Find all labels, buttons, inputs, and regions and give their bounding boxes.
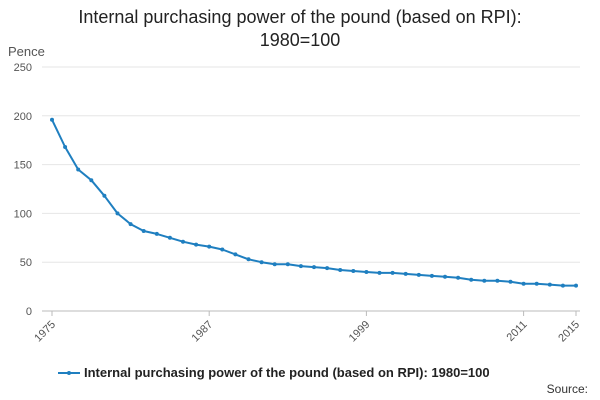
data-point[interactable]: [443, 274, 447, 279]
x-tick-labels: 1975 1987 1999 2011 2015: [32, 311, 582, 344]
data-point[interactable]: [403, 271, 408, 276]
data-point[interactable]: [560, 283, 565, 288]
data-point[interactable]: [272, 262, 277, 267]
legend-label: Internal purchasing power of the pound (…: [84, 365, 490, 380]
y-tick-label: 150: [14, 160, 32, 172]
chart-title-line-2: 1980=100: [259, 30, 341, 50]
y-axis-label: Pence: [8, 44, 45, 59]
x-tick-label: 2015: [556, 319, 582, 345]
data-point[interactable]: [220, 247, 225, 252]
data-point[interactable]: [246, 257, 251, 262]
data-point[interactable]: [154, 231, 159, 236]
x-tick-label: 1975: [32, 319, 58, 345]
data-point[interactable]: [89, 178, 94, 183]
y-tick-labels: 0 50 100 150 200 250: [14, 62, 32, 318]
y-tick-label: 50: [20, 257, 32, 269]
data-point[interactable]: [63, 145, 68, 149]
data-point[interactable]: [115, 211, 120, 216]
data-point[interactable]: [469, 277, 474, 282]
data-point[interactable]: [233, 252, 238, 257]
data-point[interactable]: [259, 260, 264, 265]
source-label: Source:: [546, 382, 588, 396]
data-point[interactable]: [534, 281, 539, 286]
series-group: [50, 117, 578, 288]
data-point[interactable]: [429, 273, 434, 278]
data-point[interactable]: [141, 229, 146, 233]
y-tick-label: 200: [14, 111, 32, 123]
chart-title: Internal purchasing power of the pound (…: [0, 6, 600, 52]
data-point[interactable]: [390, 270, 395, 275]
data-point[interactable]: [128, 222, 133, 227]
data-point[interactable]: [194, 242, 199, 247]
x-tick-label: 2011: [505, 319, 530, 344]
data-point[interactable]: [574, 283, 578, 288]
data-point[interactable]: [207, 244, 212, 249]
y-tick-label: 0: [26, 306, 32, 318]
legend-line-marker-icon: [58, 368, 80, 378]
data-point[interactable]: [521, 281, 526, 286]
series-line: [51, 118, 577, 287]
data-point[interactable]: [364, 270, 369, 274]
data-point[interactable]: [312, 265, 316, 270]
legend[interactable]: Internal purchasing power of the pound (…: [58, 365, 490, 380]
data-point[interactable]: [547, 282, 552, 287]
y-tick-label: 250: [14, 62, 32, 74]
data-point[interactable]: [167, 235, 172, 240]
data-point[interactable]: [285, 262, 290, 267]
data-point[interactable]: [456, 275, 461, 280]
data-point[interactable]: [508, 279, 513, 284]
data-point[interactable]: [102, 193, 107, 198]
x-tick-label: 1987: [190, 319, 216, 345]
data-point[interactable]: [298, 264, 303, 269]
data-point[interactable]: [325, 266, 330, 271]
y-tick-label: 100: [14, 208, 32, 220]
grid-lines: [42, 66, 580, 312]
data-point[interactable]: [50, 117, 54, 122]
data-point[interactable]: [338, 268, 343, 272]
data-point[interactable]: [416, 272, 421, 277]
data-point[interactable]: [351, 269, 356, 273]
data-point[interactable]: [377, 270, 382, 275]
data-point[interactable]: [76, 167, 81, 172]
data-point[interactable]: [482, 278, 487, 283]
data-point[interactable]: [495, 278, 500, 283]
x-tick-label: 1999: [347, 319, 373, 345]
data-point[interactable]: [181, 239, 185, 244]
chart-title-line-1: Internal purchasing power of the pound (…: [78, 7, 522, 27]
